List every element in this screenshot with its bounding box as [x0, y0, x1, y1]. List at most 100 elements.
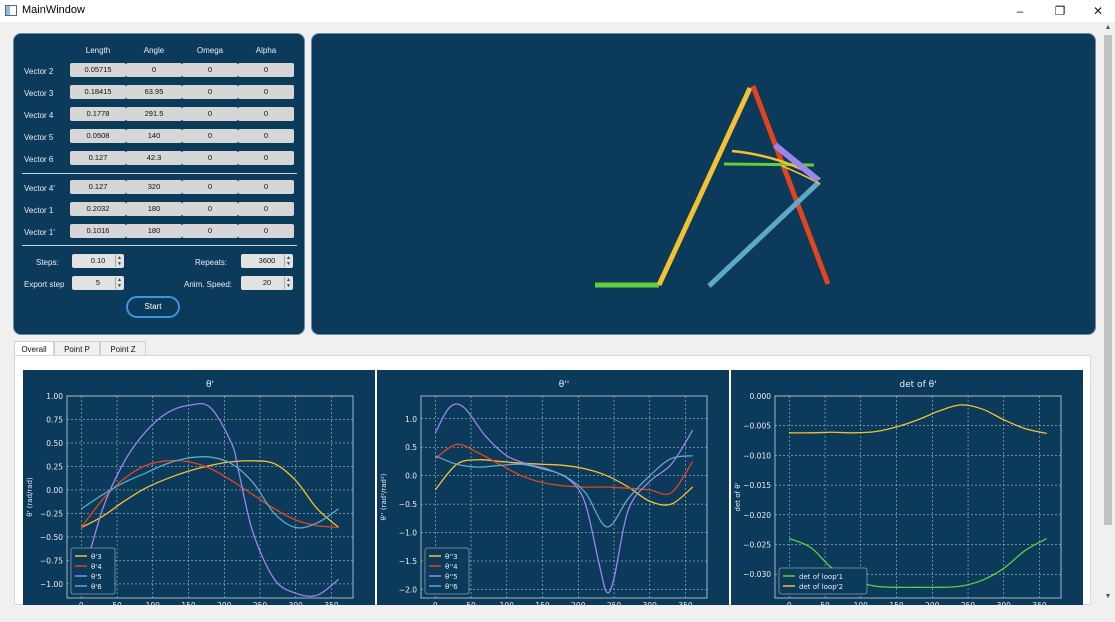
plot-frame: [66, 395, 354, 599]
spin-arrows-icon[interactable]: ▲ ▼: [284, 255, 292, 267]
angle-field-vector-2[interactable]: 0: [126, 63, 182, 77]
angle-field-vector-1-prime[interactable]: 180: [126, 224, 182, 238]
row-label-vector-2: Vector 2: [24, 67, 54, 76]
y-tick-label: −1.5: [399, 557, 417, 566]
omega-field-vector-4-prime[interactable]: 0: [182, 180, 238, 194]
angle-field-vector-5[interactable]: 140: [126, 129, 182, 143]
series-line: [789, 404, 1047, 435]
alpha-field-vector-4-prime[interactable]: 0: [238, 180, 294, 194]
omega-field-vector-1[interactable]: 0: [182, 202, 238, 216]
chart-title: θ'': [559, 380, 569, 390]
omega-field-vector-2[interactable]: 0: [182, 63, 238, 77]
omega-field-vector-5[interactable]: 0: [182, 129, 238, 143]
anim-speed-spinbox[interactable]: 20 ▲ ▼: [241, 276, 293, 290]
vertical-scrollbar[interactable]: ▲ ▼: [1101, 22, 1115, 605]
alpha-field-vector-4[interactable]: 0: [238, 107, 294, 121]
legend-entry: det of loop'2: [799, 583, 843, 591]
angle-field-vector-3[interactable]: 63.95: [126, 85, 182, 99]
angle-field-vector-6[interactable]: 42.3: [126, 151, 182, 165]
link-red: [750, 85, 831, 285]
theta-prime-plot: θ' 1.00 0.75 0.50 0.25 0.00 −0.25 −0.50 −0.75 −1.…: [23, 370, 375, 610]
tab-overall[interactable]: Overall: [14, 341, 54, 356]
alpha-field-vector-6[interactable]: 0: [238, 151, 294, 165]
window-title: MainWindow: [22, 4, 85, 16]
scroll-down-icon[interactable]: ▼: [1104, 593, 1112, 600]
column-header-angle: Angle: [143, 46, 165, 55]
series-line: [80, 402, 340, 597]
series-line: [434, 443, 694, 496]
y-axis-label: θ' (rad/rad): [26, 477, 34, 517]
alpha-field-vector-5[interactable]: 0: [238, 129, 294, 143]
length-field-vector-3[interactable]: 0.18415: [70, 85, 126, 99]
divider: [22, 245, 297, 246]
length-field-vector-2[interactable]: 0.05715: [70, 63, 126, 77]
legend-box: [424, 547, 470, 595]
length-field-vector-4-prime[interactable]: 0.127: [70, 180, 126, 194]
alpha-field-vector-1-prime[interactable]: 0: [238, 224, 294, 238]
theta-prime-chart: θ' 1.00 0.75 0.50 0.25 0.00 −0.25 −0.50 −0.75 −1.…: [26, 380, 354, 610]
steps-spinbox[interactable]: 0.10 ▲ ▼: [72, 254, 124, 268]
alpha-field-vector-2[interactable]: 0: [238, 63, 294, 77]
anim-speed-label: Anim. Speed:: [184, 280, 233, 289]
linkage-drawing: [595, 85, 831, 288]
spin-arrows-icon[interactable]: ▲ ▼: [115, 255, 123, 267]
y-tick-label: 1.00: [46, 392, 63, 401]
repeats-spinbox[interactable]: 3600 ▲ ▼: [241, 254, 293, 268]
omega-field-vector-4[interactable]: 0: [182, 107, 238, 121]
spin-arrows-icon[interactable]: ▲ ▼: [115, 277, 123, 289]
y-tick-label: 0.0: [405, 472, 417, 481]
linkage-animation-canvas: [311, 33, 1096, 335]
theta-double-prime-chart: θ''1.00.50.0−0.5−1.0−1.5−2.00 50 100 150 200…: [380, 380, 708, 610]
theta-double-prime-plot: θ'' 1.0 0.5 0.0 −0.5 −1.0 −1.5 −2.0 0 50 100 150 200…: [377, 370, 729, 610]
export-step-spinbox[interactable]: 5 ▲ ▼: [72, 276, 124, 290]
spin-arrows-icon[interactable]: ▲ ▼: [284, 277, 292, 289]
close-button[interactable]: ✕: [1092, 4, 1104, 18]
series-line: [80, 459, 339, 529]
det-theta-prime-chart: det of θ' 0.000 −0.005 −0.010 −0.015 −0.020 −0…: [734, 380, 1062, 610]
angle-field-vector-1[interactable]: 180: [126, 202, 182, 216]
overall-tab-pane: θ' 1.00 0.75 0.50 0.25 0.00 −0.25 −0.50 −0.75 −1.…: [14, 355, 1091, 610]
angle-field-vector-4-prime[interactable]: 320: [126, 180, 182, 194]
start-button[interactable]: Start: [126, 296, 180, 318]
y-tick-label: −0.25: [40, 509, 63, 518]
y-tick-label: −1.0: [399, 529, 417, 538]
legend-box: [778, 567, 868, 595]
app-window-icon: [5, 5, 17, 16]
row-label-vector-1: Vector 1: [24, 206, 54, 215]
length-field-vector-5[interactable]: 0.0508: [70, 129, 126, 143]
minimize-button[interactable]: –: [1016, 4, 1024, 18]
y-tick-label: −0.030: [743, 570, 771, 579]
link-yellow: [656, 86, 753, 287]
omega-field-vector-3[interactable]: 0: [182, 85, 238, 99]
row-label-vector-4: Vector 4: [24, 111, 54, 120]
scrollbar-thumb[interactable]: [1104, 35, 1112, 525]
y-tick-label: 1.0: [405, 415, 417, 424]
export-step-label: Export step: [24, 280, 65, 289]
omega-field-vector-1-prime[interactable]: 0: [182, 224, 238, 238]
legend-entry: θ'6: [91, 583, 102, 591]
tab-point-p[interactable]: Point P: [54, 341, 100, 356]
omega-field-vector-6[interactable]: 0: [182, 151, 238, 165]
plot-frame: [774, 395, 1062, 599]
vector-parameters-panel: Length Angle Omega Alpha Vector 2 0.0571…: [13, 33, 305, 335]
column-header-alpha: Alpha: [255, 46, 277, 55]
link-purple: [773, 142, 820, 183]
tab-point-z[interactable]: Point Z: [100, 341, 146, 356]
y-tick-label: −0.020: [743, 511, 771, 520]
alpha-field-vector-1[interactable]: 0: [238, 202, 294, 216]
legend-entry: θ''4: [445, 563, 458, 571]
series-line: [80, 460, 340, 529]
length-field-vector-4[interactable]: 0.1778: [70, 107, 126, 121]
legend-box: [70, 547, 116, 595]
scroll-up-icon[interactable]: ▲: [1104, 24, 1112, 31]
restore-button[interactable]: ❐: [1054, 4, 1066, 18]
length-field-vector-1[interactable]: 0.2032: [70, 202, 126, 216]
angle-field-vector-4[interactable]: 291.5: [126, 107, 182, 121]
title-bar: MainWindow – ❐ ✕: [0, 0, 1115, 22]
legend-entry: θ'3: [91, 553, 102, 561]
det-theta-prime-plot: det of θ' 0.000 −0.005 −0.010 −0.015 −0.020 −0…: [731, 370, 1083, 610]
y-tick-label: −0.5: [399, 500, 417, 509]
alpha-field-vector-3[interactable]: 0: [238, 85, 294, 99]
length-field-vector-1-prime[interactable]: 0.1016: [70, 224, 126, 238]
length-field-vector-6[interactable]: 0.127: [70, 151, 126, 165]
